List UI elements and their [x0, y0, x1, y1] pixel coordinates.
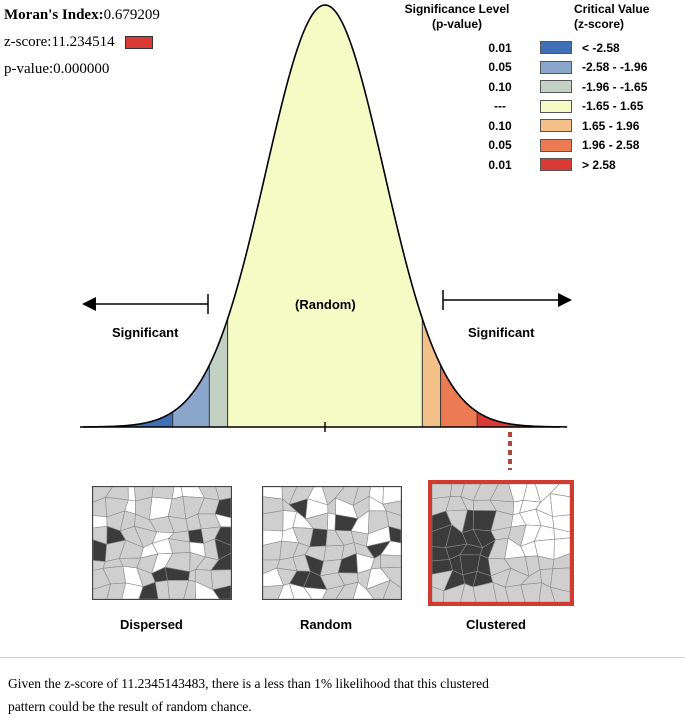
- legend-z-range: > 2.58: [582, 157, 616, 172]
- normal-distribution-curve: [80, 4, 572, 470]
- curve-outline: [83, 4, 567, 428]
- morans-index-value: 0.679209: [103, 7, 160, 23]
- significant-left-label: Significant: [112, 325, 179, 340]
- legend-z-range: < -2.58: [582, 40, 620, 55]
- clustered-pattern-map-selected: [428, 480, 574, 606]
- legend-row: 0.01 < -2.58: [470, 38, 672, 58]
- critical-value-title: Critical Value: [574, 2, 650, 16]
- legend-z-range: 1.65 - 1.96: [582, 118, 640, 133]
- random-label: (Random): [295, 297, 356, 312]
- z-score-value: 11.234514: [51, 34, 115, 50]
- legend-z-range: -1.65 - 1.65: [582, 99, 644, 114]
- map-region: [262, 510, 284, 532]
- legend-swatch: [540, 41, 572, 55]
- right-significant-arrow: [442, 290, 572, 310]
- clustered-caption: Clustered: [466, 617, 526, 632]
- random-map-graphic: [262, 486, 402, 600]
- z-score-color-swatch: [124, 36, 153, 49]
- legend-p-value: 0.10: [488, 79, 512, 94]
- legend-p-value: 0.05: [488, 60, 512, 75]
- divider: [0, 657, 685, 658]
- map-region: [327, 512, 336, 531]
- result-note: Given the z-score of 11.2345143483, ther…: [8, 672, 678, 718]
- stats-panel: Moran's Index: 0.679209 z-score: 11.2345…: [4, 2, 160, 83]
- p-value-label: p-value:: [4, 61, 54, 77]
- legend-p-value: ---: [494, 99, 506, 114]
- legend-row: 0.05 1.96 - 2.58: [470, 136, 672, 156]
- legend-swatch: [540, 60, 572, 74]
- legend-row: 0.05 -2.58 - -1.96: [470, 58, 672, 78]
- curve-band: [227, 4, 423, 428]
- map-region: [549, 493, 571, 517]
- legend-swatch: [540, 119, 572, 133]
- map-region: [154, 580, 170, 600]
- map-region: [520, 582, 542, 603]
- map-region: [92, 515, 108, 529]
- random-pattern-map: [262, 486, 402, 600]
- legend-row: --- -1.65 - 1.65: [470, 97, 672, 117]
- legend-row: 0.01 > 2.58: [470, 155, 672, 175]
- legend-table: 0.01 < -2.58 0.05 -2.58 - -1.96 0.10 -1.96 …: [470, 38, 672, 175]
- map-region: [323, 544, 345, 562]
- dispersed-caption: Dispersed: [120, 617, 183, 632]
- morans-index-row: Moran's Index: 0.679209: [4, 2, 160, 29]
- legend-z-range: 1.96 - 2.58: [582, 138, 640, 153]
- curve-band: [208, 318, 229, 428]
- legend-swatch: [540, 158, 572, 172]
- random-caption: Random: [300, 617, 352, 632]
- p-value-row: p-value: 0.000000: [4, 56, 160, 83]
- legend-p-value: 0.01: [488, 40, 512, 55]
- legend-swatch: [540, 99, 572, 113]
- legend-p-value: 0.10: [488, 118, 512, 133]
- significance-level-title: Significance Level: [404, 2, 510, 16]
- critical-value-subtitle: (z-score): [574, 17, 625, 31]
- curve-bands: [82, 4, 568, 428]
- z-score-row: z-score: 11.234514: [4, 29, 160, 56]
- p-value-value: 0.000000: [53, 61, 110, 77]
- map-region: [380, 554, 402, 569]
- legend-z-range: -1.96 - -1.65: [582, 79, 648, 94]
- dispersed-map-graphic: [92, 486, 232, 600]
- significance-level-subtitle: (p-value): [431, 17, 482, 31]
- significance-level-header: Significance Level (p-value): [392, 2, 522, 32]
- legend-p-value: 0.05: [488, 138, 512, 153]
- critical-value-header: Critical Value (z-score): [574, 2, 684, 32]
- clustered-map-graphic: [431, 483, 571, 603]
- legend-row: 0.10 1.65 - 1.96: [470, 116, 672, 136]
- z-score-label: z-score:: [4, 34, 52, 50]
- legend-row: 0.10 -1.96 - -1.65: [470, 77, 672, 97]
- result-note-line-2: pattern could be the result of random ch…: [8, 699, 252, 714]
- legend-swatch: [540, 138, 572, 152]
- result-note-line-1: Given the z-score of 11.2345143483, ther…: [8, 676, 489, 691]
- left-significant-arrow: [82, 294, 209, 314]
- legend-swatch: [540, 80, 572, 94]
- morans-index-label: Moran's Index:: [4, 7, 104, 23]
- legend-z-range: -2.58 - -1.96: [582, 60, 648, 75]
- legend-p-value: 0.01: [488, 157, 512, 172]
- dispersed-pattern-map: [92, 486, 232, 600]
- curve-band: [421, 318, 442, 428]
- significant-right-label: Significant: [468, 325, 535, 340]
